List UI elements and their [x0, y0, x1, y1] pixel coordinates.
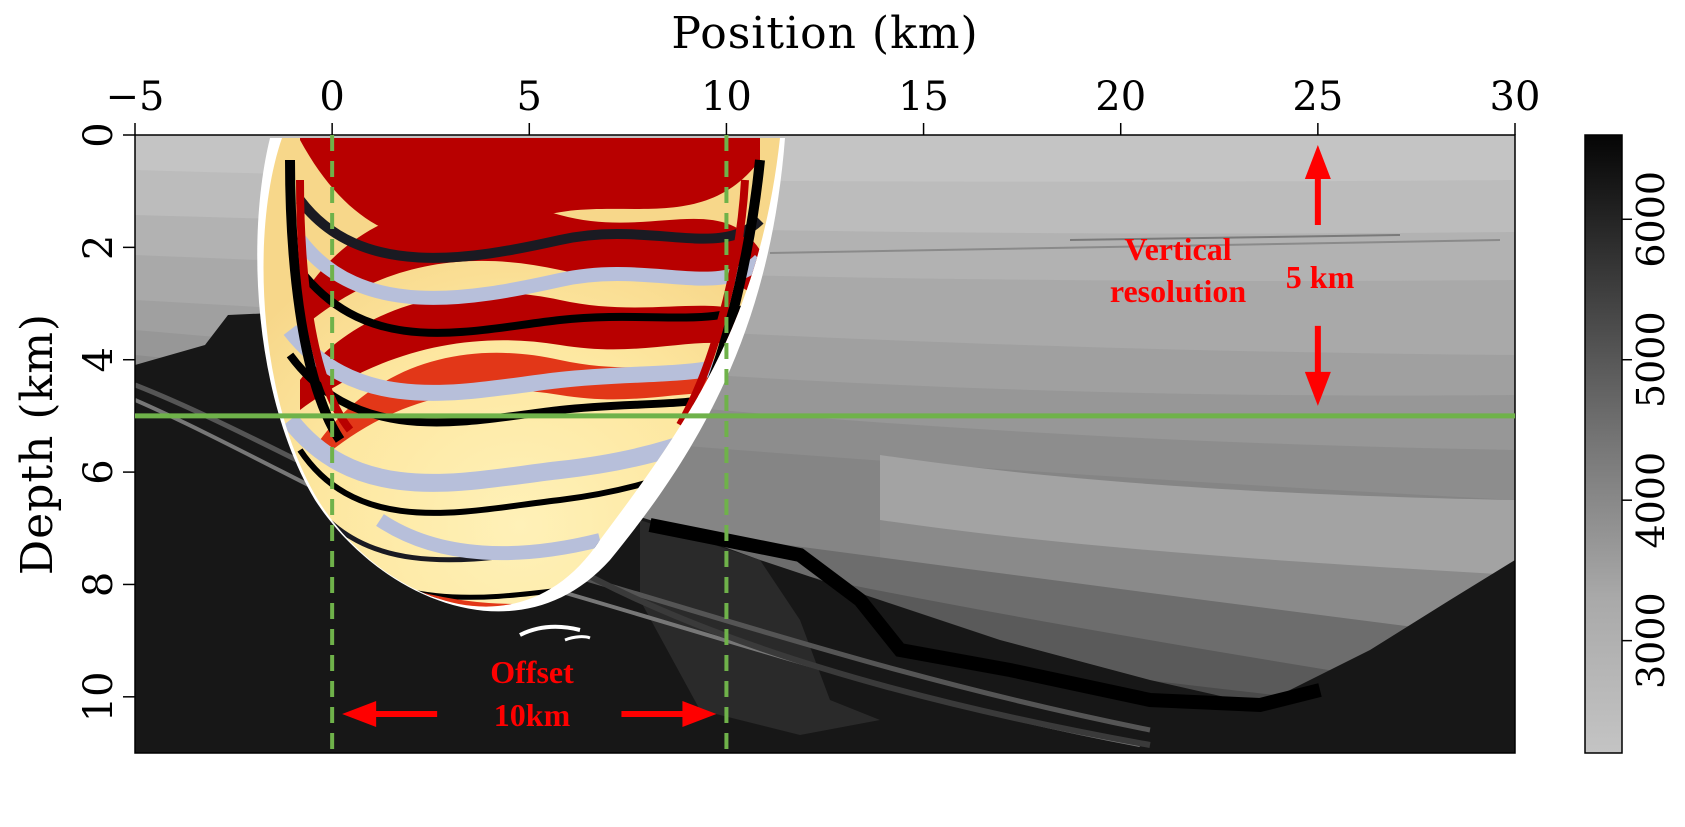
y-tick-label: 2	[76, 235, 122, 260]
x-tick-label: 15	[898, 74, 949, 120]
colorbar-gradient	[1585, 135, 1622, 753]
offset-label-line2: 10km	[494, 697, 571, 733]
vertical-resolution-label-line1: Vertical	[1124, 231, 1231, 267]
x-tick-label: 0	[319, 74, 344, 120]
y-tick-label: 0	[76, 122, 122, 147]
colorbar-ticks: 3000 4000 5000 6000	[1622, 171, 1673, 689]
y-tick-label: 10	[76, 671, 122, 722]
x-tick-label: 20	[1095, 74, 1146, 120]
vertical-size-label: 5 km	[1286, 259, 1355, 295]
colorbar: 3000 4000 5000 6000	[1585, 135, 1673, 753]
y-tick-label: 6	[76, 459, 122, 484]
x-axis-title: Position (km)	[671, 8, 978, 59]
x-tick-label: 30	[1490, 74, 1541, 120]
x-tick-label: −5	[106, 74, 165, 120]
y-axis-title: Depth (km)	[12, 313, 63, 575]
y-tick-label: 4	[76, 347, 122, 372]
x-ticks: −5 0 5 10 15 20 25 30	[106, 74, 1541, 135]
colorbar-tick-label: 5000	[1629, 311, 1673, 408]
x-tick-label: 25	[1292, 74, 1343, 120]
x-tick-label: 5	[517, 74, 542, 120]
colorbar-tick-label: 6000	[1629, 171, 1673, 268]
y-tick-label: 8	[76, 572, 122, 597]
y-ticks: 0 2 4 6 8 10	[76, 122, 135, 722]
offset-label-line1: Offset	[490, 654, 574, 690]
x-tick-label: 10	[701, 74, 752, 120]
colorbar-tick-label: 3000	[1629, 592, 1673, 689]
vertical-resolution-label-line2: resolution	[1110, 273, 1247, 309]
colorbar-tick-label: 4000	[1629, 452, 1673, 549]
